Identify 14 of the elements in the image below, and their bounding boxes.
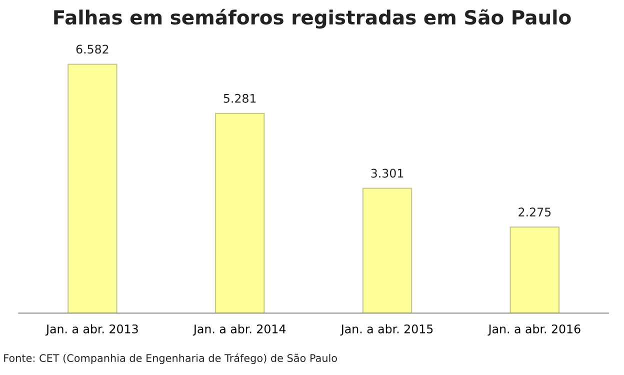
data-label: 2.275 [518,208,551,216]
bar [510,226,560,314]
x-tick-label: Jan. a abr. 2016 [488,324,580,336]
x-tick-label: Jan. a abr. 2015 [340,324,433,336]
x-tick-label: Jan. a abr. 2014 [192,324,286,336]
data-label: 6.582 [76,44,108,54]
bar [68,64,118,314]
bar [362,188,412,314]
x-tick-label: Jan. a abr. 2013 [45,324,138,336]
data-label: 3.301 [371,168,404,178]
bar [214,112,265,314]
source-note: Fonte: CET (Companhia de Engenharia de Tráfego) de São Paulo [4,354,337,364]
data-label: 5.281 [224,94,256,103]
chart-title: Falhas em semáforos registradas em São Paulo [54,8,571,29]
